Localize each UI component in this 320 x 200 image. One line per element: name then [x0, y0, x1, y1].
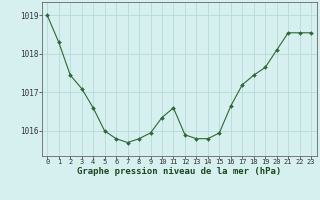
X-axis label: Graphe pression niveau de la mer (hPa): Graphe pression niveau de la mer (hPa) — [77, 167, 281, 176]
